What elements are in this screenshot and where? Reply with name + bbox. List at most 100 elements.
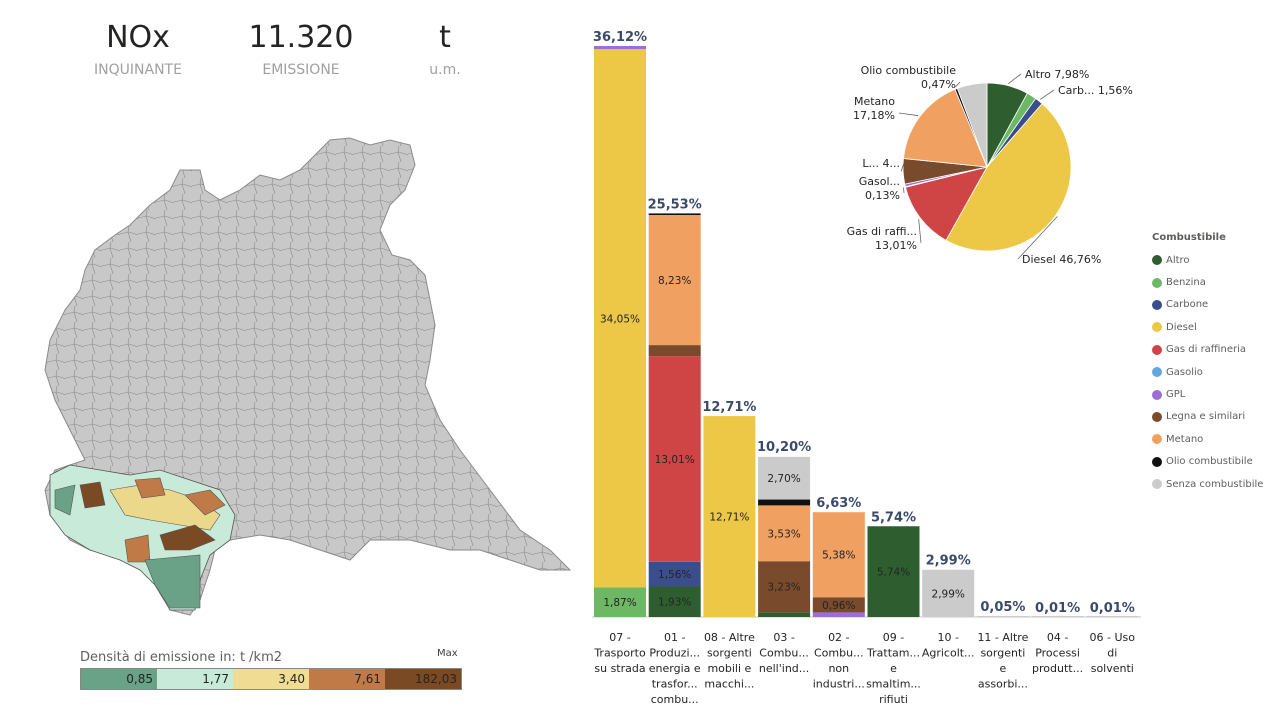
bar-total-label: 12,71% bbox=[702, 400, 756, 415]
legend-label: Altro bbox=[1166, 254, 1190, 266]
legend-swatch bbox=[1152, 479, 1162, 490]
bar-segment[interactable] bbox=[758, 505, 811, 562]
bar-segment[interactable] bbox=[758, 499, 811, 506]
pie-slice[interactable] bbox=[905, 166, 988, 241]
category-label: 04 - bbox=[1047, 631, 1068, 644]
category-label: Produzi... bbox=[649, 647, 700, 660]
pie-label: Gas di raffi... bbox=[847, 225, 917, 238]
category-label: 02 - bbox=[828, 631, 849, 644]
bar-segment-label: 8,23% bbox=[658, 275, 691, 287]
bar-total-label: 0,05% bbox=[980, 600, 1025, 615]
bar-segment-label: 3,23% bbox=[767, 582, 800, 594]
pie-leader-line bbox=[900, 162, 905, 172]
pie-label: Altro 7,98% bbox=[1025, 68, 1089, 81]
legend-swatch bbox=[1152, 411, 1162, 422]
bar-segment-label: 5,74% bbox=[877, 567, 910, 579]
legend-label: Metano bbox=[1166, 433, 1204, 445]
bar-segment[interactable] bbox=[812, 597, 865, 613]
legend-swatch bbox=[1152, 434, 1162, 445]
category-label: e bbox=[890, 662, 897, 675]
legend-item[interactable]: Benzina bbox=[1152, 271, 1263, 293]
bar-segment[interactable] bbox=[594, 49, 646, 588]
bar-segment[interactable] bbox=[812, 512, 865, 598]
legend-label: Gasolio bbox=[1166, 366, 1203, 378]
bar-segment[interactable] bbox=[648, 561, 701, 587]
kpi-pollutant-value: NOx bbox=[106, 20, 170, 55]
bar-segment[interactable] bbox=[758, 561, 811, 613]
map-zone-max-1 bbox=[79, 481, 106, 509]
legend-swatch bbox=[1152, 322, 1162, 333]
pie-label: Metano bbox=[854, 95, 895, 108]
map-zone-max-2 bbox=[159, 524, 216, 551]
bar-segment[interactable] bbox=[648, 213, 701, 215]
category-label: industri... bbox=[813, 678, 865, 691]
category-label: e bbox=[1000, 662, 1007, 675]
bar-segment[interactable] bbox=[758, 456, 811, 500]
fuel-pie-chart[interactable]: Altro 7,98% Carb... 1,56% Diesel 46,76% Gas… bbox=[820, 60, 1150, 290]
pie-label: 0,13% bbox=[865, 189, 900, 202]
bar-segment[interactable] bbox=[648, 356, 701, 562]
category-label: solventi bbox=[1091, 662, 1134, 675]
bar-segment[interactable] bbox=[594, 587, 646, 617]
legend-item[interactable]: Legna e similari bbox=[1152, 406, 1263, 428]
bar-segment[interactable] bbox=[867, 526, 920, 617]
bar-segment[interactable] bbox=[594, 46, 646, 50]
kpi-emission-value: 11.320 bbox=[248, 20, 354, 55]
pie-label: L... 4... bbox=[862, 157, 900, 170]
bar-segment[interactable] bbox=[812, 612, 865, 617]
legend-item[interactable]: Olio combustibile bbox=[1152, 451, 1263, 473]
legend-swatch bbox=[1152, 367, 1162, 378]
legend-item[interactable]: Metano bbox=[1152, 428, 1263, 450]
bar-segment[interactable] bbox=[922, 569, 975, 617]
category-label: di bbox=[1107, 647, 1117, 660]
kpi-unit: t u.m. bbox=[370, 20, 520, 78]
pie-leader-line bbox=[903, 187, 905, 194]
bar-segment[interactable] bbox=[703, 416, 756, 617]
legend-item[interactable]: Gas di raffineria bbox=[1152, 339, 1263, 361]
category-label: 08 - Altre bbox=[704, 631, 755, 644]
bar-segment-label: 1,56% bbox=[658, 569, 691, 581]
bar-segment[interactable] bbox=[758, 612, 811, 617]
category-label: rifiuti bbox=[879, 693, 908, 706]
bar-segment-label: 1,87% bbox=[603, 597, 636, 609]
bar-segment-label: 2,99% bbox=[932, 588, 965, 600]
bar-segment[interactable] bbox=[976, 616, 1029, 617]
category-label: smaltim... bbox=[866, 678, 921, 691]
pie-slice[interactable] bbox=[902, 88, 988, 168]
density-legend-max: Max bbox=[437, 648, 458, 659]
pie-slice[interactable] bbox=[945, 103, 1072, 252]
map-zone-low-2 bbox=[54, 484, 76, 516]
kpi-emission-label: EMISSIONE bbox=[262, 62, 340, 78]
legend-item[interactable]: Gasolio bbox=[1152, 361, 1263, 383]
legend-item[interactable]: Senza combustibile bbox=[1152, 473, 1263, 495]
category-label: 03 - bbox=[773, 631, 794, 644]
map-zone-low bbox=[144, 554, 201, 609]
bar-segment[interactable] bbox=[1086, 616, 1139, 617]
pie-leader-line bbox=[955, 81, 961, 88]
lombardy-map[interactable] bbox=[30, 130, 580, 620]
category-label: su strada bbox=[594, 662, 645, 675]
legend-item[interactable]: Altro bbox=[1152, 249, 1263, 271]
pie-label: Olio combustibile bbox=[861, 64, 957, 77]
category-label: mobili e bbox=[707, 662, 751, 675]
sector-bar-chart[interactable]: 1,87% 34,05% 36,12% 07 - Trasporto su strada 1… bbox=[0, 0, 1150, 720]
legend-item[interactable]: Carbone bbox=[1152, 294, 1263, 316]
bar-total-label: 6,63% bbox=[816, 496, 861, 511]
pie-leader-line bbox=[898, 112, 919, 116]
pie-leader-line bbox=[1017, 216, 1058, 260]
category-label: produtt... bbox=[1032, 662, 1083, 675]
fuel-legend: Combustibile Altro Benzina Carbone Diesel Ga… bbox=[1152, 232, 1263, 495]
pie-slice[interactable] bbox=[956, 82, 988, 168]
legend-item[interactable]: Diesel bbox=[1152, 316, 1263, 338]
density-legend-segment: 182,03 bbox=[385, 669, 461, 689]
pie-label: 13,01% bbox=[875, 239, 917, 252]
bar-segment[interactable] bbox=[648, 586, 701, 617]
category-label: energia e bbox=[649, 662, 701, 675]
bar-segment[interactable] bbox=[648, 345, 701, 357]
pie-label: 17,18% bbox=[853, 109, 895, 122]
category-label: 06 - Uso bbox=[1090, 631, 1136, 644]
density-legend-segment: 0,85 bbox=[81, 669, 157, 689]
legend-item[interactable]: GPL bbox=[1152, 383, 1263, 405]
bar-segment[interactable] bbox=[648, 214, 701, 346]
bar-segment[interactable] bbox=[1031, 616, 1084, 617]
